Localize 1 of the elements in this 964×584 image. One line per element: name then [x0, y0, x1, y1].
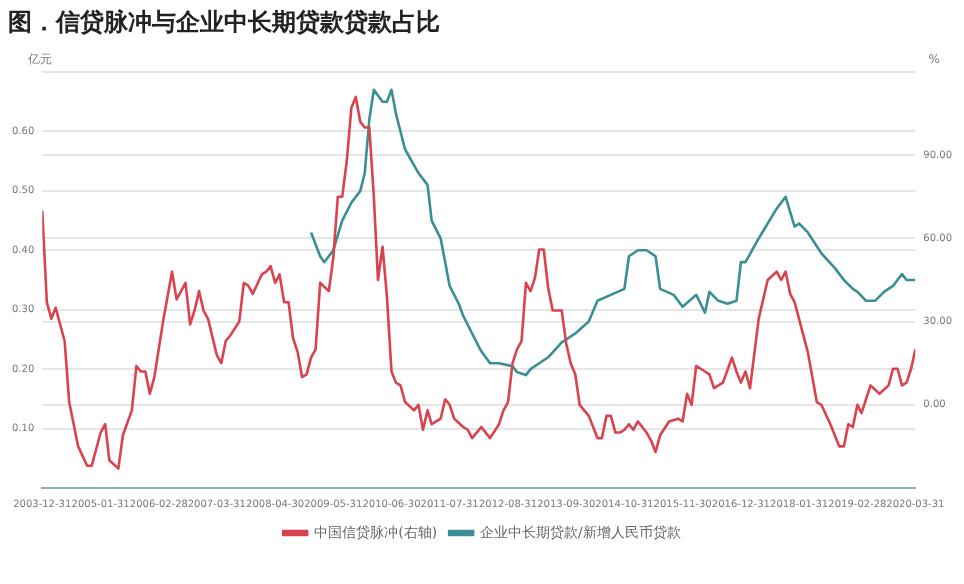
chart-title: 图．信贷脉冲与企业中长期贷款贷款占比 [8, 6, 440, 40]
